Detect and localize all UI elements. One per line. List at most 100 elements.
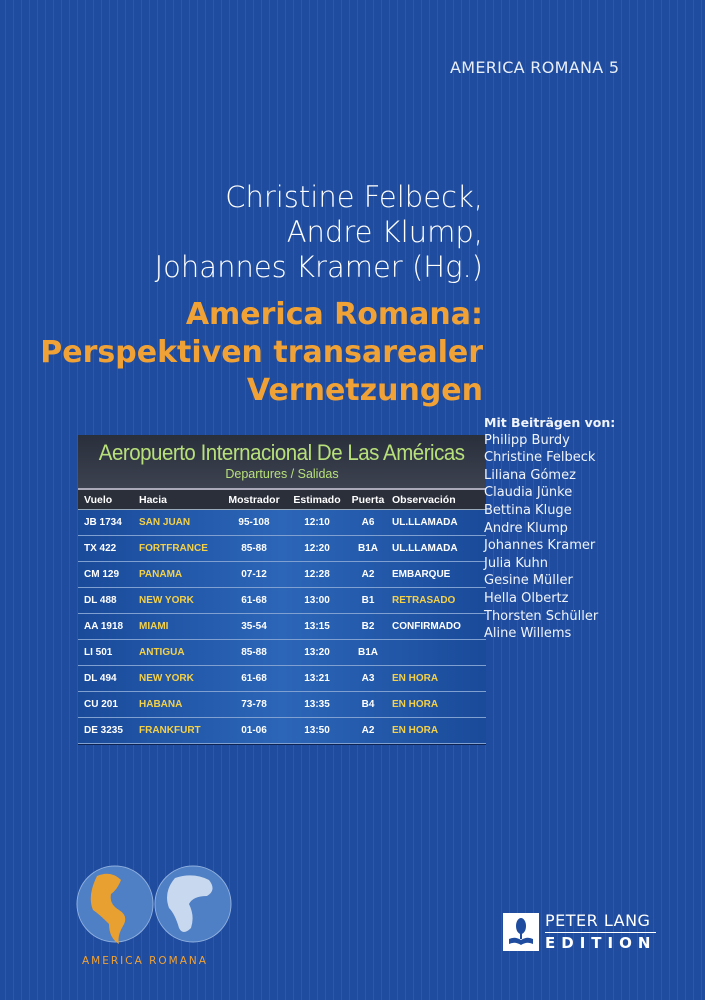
board-cell: EN HORA — [392, 699, 439, 710]
contributor: Bettina Kluge — [484, 502, 572, 518]
contributor: Julia Kuhn — [484, 555, 548, 571]
contributor: Christine Felbeck — [484, 450, 596, 466]
board-cell: 73-78 — [241, 699, 267, 710]
series-label: AMERICA ROMANA 5 — [450, 58, 620, 77]
board-cell: 13:00 — [304, 595, 330, 606]
board-cell: EMBARQUE — [392, 569, 451, 580]
board-cell: Mostrador — [228, 493, 280, 506]
board-subtitle: Departures / Salidas — [225, 467, 339, 481]
board-cell: 85-88 — [241, 543, 267, 554]
board-cell: A3 — [361, 673, 375, 684]
board-cell: 07-12 — [241, 569, 267, 580]
board-row: DL 488 NEW YORK 61-68 13:00 B1 RETRASADO — [78, 588, 486, 614]
board-title: Aeropuerto Internacional De Las Américas — [99, 440, 465, 465]
contributor: Johannes Kramer — [484, 538, 596, 554]
board-cell: Hacia — [139, 493, 168, 506]
board-cell: NEW YORK — [139, 673, 194, 684]
contributors-list: Mit Beiträgen von: Philipp Burdy Christin… — [484, 414, 615, 643]
board-cell: JB 1734 — [84, 517, 122, 528]
authors: Christine Felbeck, Andre Klump, Johannes… — [155, 180, 483, 285]
board-cell: AA 1918 — [84, 621, 124, 632]
publisher-logo: PETER LANG EDITION — [503, 911, 657, 952]
author: Andre Klump, — [286, 215, 483, 249]
board-cell: UL.LLAMADA — [392, 517, 458, 528]
board-cell: 35-54 — [241, 621, 267, 632]
book-tree-icon — [503, 912, 539, 951]
board-cell: Puerta — [351, 493, 385, 506]
contributor: Andre Klump — [484, 520, 568, 536]
board-cell: PANAMA — [139, 569, 183, 580]
author: Christine Felbeck, — [225, 180, 483, 214]
board-cell: SAN JUAN — [139, 517, 191, 528]
publisher-name: PETER LANG — [545, 911, 657, 933]
board-cell: 01-06 — [241, 725, 267, 736]
contributor: Aline Willems — [484, 626, 572, 642]
board-cell: CM 129 — [84, 569, 120, 580]
board-row: DE 3235 FRANKFURT 01-06 13:50 A2 EN HORA — [78, 718, 486, 744]
board-cell: FRANKFURT — [139, 725, 201, 736]
board-cell: 13:21 — [304, 673, 330, 684]
contributors-label: Mit Beiträgen von: — [484, 415, 616, 430]
board-cell: Estimado — [293, 493, 341, 506]
board-cell: 61-68 — [241, 595, 267, 606]
board-row: TX 422 FORTFRANCE 85-88 12:20 B1A UL.LLAMADA — [78, 536, 486, 562]
board-cell: LI 501 — [84, 647, 113, 658]
board-row: AA 1918 MIAMI 35-54 13:15 B2 CONFIRMADO — [78, 614, 486, 640]
board-cell: 12:10 — [304, 517, 330, 528]
title-line: America Romana: — [185, 297, 483, 332]
board-cell: EN HORA — [392, 725, 439, 736]
title-line: Vernetzungen — [246, 373, 483, 408]
board-cell: CU 201 — [84, 699, 118, 710]
board-header-row: Vuelo Hacia Mostrador Estimado Puerta Observa… — [78, 490, 486, 510]
board-cell: A2 — [361, 725, 375, 736]
board-cell: 61-68 — [241, 673, 267, 684]
board-cell: ANTIGUA — [139, 647, 185, 658]
board-cell: 12:20 — [304, 543, 330, 554]
board-cell: MIAMI — [139, 621, 169, 632]
board-cell: DL 488 — [84, 595, 117, 606]
board-cell: B1A — [357, 543, 378, 554]
board-cell: FORTFRANCE — [139, 543, 208, 554]
title-line: Perspektiven transarealer — [40, 335, 483, 370]
board-row: JB 1734 SAN JUAN 95-108 12:10 A6 UL.LLAMADA — [78, 510, 486, 536]
publisher-edition: EDITION — [545, 934, 657, 952]
board-row: CU 201 HABANA 73-78 13:35 B4 EN HORA — [78, 692, 486, 718]
contributor: Claudia Jünke — [484, 485, 573, 501]
board-cell: B1A — [357, 647, 378, 658]
contributor: Hella Olbertz — [484, 590, 569, 606]
board-cell: NEW YORK — [139, 595, 194, 606]
board-cell: Vuelo — [84, 493, 113, 506]
board-row: LI 501 ANTIGUA 85-88 13:20 B1A — [78, 640, 486, 666]
board-cell: 95-108 — [238, 517, 270, 528]
board-cell: DE 3235 — [84, 725, 123, 736]
board-cell: 13:15 — [304, 621, 330, 632]
board-cell: B2 — [361, 621, 375, 632]
contributor: Gesine Müller — [484, 573, 573, 589]
globes-logo-icon — [76, 865, 232, 944]
board-cell: TX 422 — [84, 543, 117, 554]
board-cell: RETRASADO — [392, 595, 456, 606]
board-cell: HABANA — [139, 699, 183, 710]
board-cell: A2 — [361, 569, 375, 580]
board-cell: A6 — [361, 517, 375, 528]
board-cell: B1 — [361, 595, 375, 606]
board-row: CM 129 PANAMA 07-12 12:28 A2 EMBARQUE — [78, 562, 486, 588]
board-cell: 12:28 — [304, 569, 330, 580]
author: Johannes Kramer (Hg.) — [154, 250, 483, 284]
board-cell: DL 494 — [84, 673, 117, 684]
contributor: Thorsten Schüller — [484, 608, 599, 624]
board-row: DL 494 NEW YORK 61-68 13:21 A3 EN HORA — [78, 666, 486, 692]
board-cell: 13:20 — [304, 647, 330, 658]
board-cell: B4 — [361, 699, 375, 710]
board-cell: 13:35 — [304, 699, 330, 710]
board-cell: UL.LLAMADA — [392, 543, 458, 554]
series-logo-text: AMERICA ROMANA — [82, 955, 208, 967]
board-cell: 13:50 — [304, 725, 330, 736]
book-title: America Romana: Perspektiven transareale… — [40, 296, 483, 410]
contributor: Liliana Gómez — [484, 467, 576, 483]
board-cell: CONFIRMADO — [392, 621, 461, 632]
board-cell: 85-88 — [241, 647, 267, 658]
contributor: Philipp Burdy — [484, 432, 570, 448]
departures-board-photo: Aeropuerto Internacional De Las Américas… — [78, 435, 486, 745]
board-cell: Observación — [392, 493, 456, 506]
